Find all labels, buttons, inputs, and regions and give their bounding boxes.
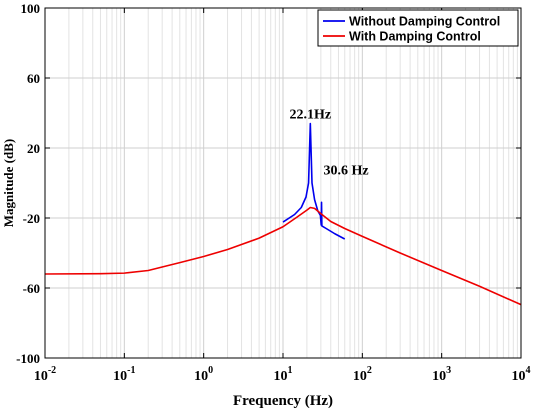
tick-labels: -100 -60 -20 20 60 100 10-2 10-1 100 101 102 103 104	[16, 1, 530, 384]
legend-entry-label: Without Damping Control	[349, 15, 500, 29]
legend-box	[317, 9, 519, 47]
series-line-1	[282, 122, 346, 240]
x-tick-label: 100	[194, 365, 213, 384]
series-line-2	[44, 206, 522, 306]
annotations: 22.1Hz 30.6 Hz	[290, 107, 369, 178]
grid-lines	[44, 7, 521, 359]
y-tick-label: -60	[23, 281, 40, 296]
x-tick-label: 10-2	[34, 365, 56, 384]
x-tick-label: 104	[512, 365, 531, 384]
x-tick-label: 10-1	[113, 365, 135, 384]
x-axis-label: Frequency (Hz)	[233, 393, 333, 409]
y-tick-label: 60	[27, 71, 40, 86]
x-tick-label: 103	[432, 365, 451, 384]
y-tick-label: 100	[21, 1, 41, 16]
x-tick-label: 101	[274, 365, 293, 384]
legend-entry-label: With Damping Control	[349, 30, 481, 44]
y-tick-label: -20	[23, 211, 40, 226]
y-tick-label: 20	[27, 141, 40, 156]
x-tick-label: 102	[353, 365, 372, 384]
annotation-label: 22.1Hz	[290, 107, 332, 122]
y-axis-label: Magnitude (dB)	[1, 139, 16, 227]
y-tick-label: -100	[16, 351, 40, 366]
plot-frame	[44, 7, 522, 359]
series-lines	[44, 122, 522, 306]
annotation-label: 30.6 Hz	[324, 163, 369, 178]
